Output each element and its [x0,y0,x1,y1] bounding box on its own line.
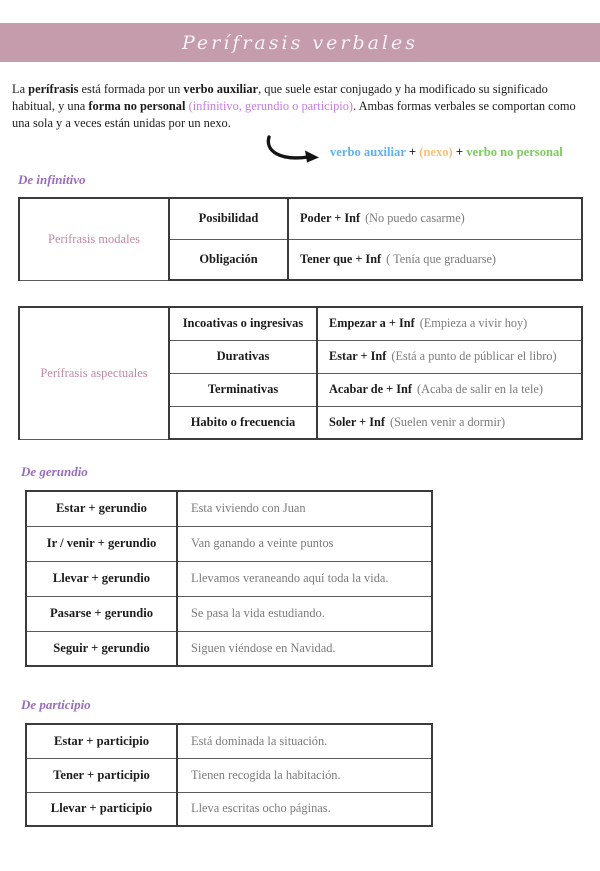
curved-arrow-icon [266,135,319,163]
modales-example-cell: Tener que + Inf ( Tenía que graduarse) [287,238,583,281]
intro-text: está formada por un [78,82,184,96]
example-sentence: (Acaba de salir en la tele) [416,382,543,396]
example-sentence: Siguen viéndose en Navidad. [176,630,433,667]
intro-text: , que suele estar conjugado y ha modific… [12,82,548,113]
table-row: Perífrasis modales Posibilidad Poder + I… [18,197,583,281]
verb-pattern: Estar + participio [25,723,178,759]
aspectuales-category: Terminativas [168,372,318,407]
aspectuales-example-cell: Acabar de + Inf (Acaba de salir en la tel… [316,372,583,407]
verb-pattern: Poder + Inf [300,211,361,226]
example-sentence: Se pasa la vida estudiando. [176,595,433,632]
example-sentence: (Empieza a vivir hoy) [419,316,528,331]
verb-pattern: Ir / venir + gerundio [25,525,178,562]
verb-pattern: Acabar de + Inf [329,382,412,396]
aspectuales-example-cell: Soler + Inf (Suelen venir a dormir) [316,405,583,440]
aspectuales-category: Incoativas o ingresivas [168,306,318,341]
table-row: Perífrasis aspectuales Incoativas o ingr… [18,306,583,440]
modales-example-cell: Poder + Inf (No puedo casarme) [287,197,583,240]
table-row: Ir / venir + gerundio Van ganando a vein… [25,525,433,562]
formula-plus: + [452,145,467,159]
formula-verbo-no-personal: verbo no personal [466,145,563,159]
table-row: Llevar + gerundio Llevamos veraneando aq… [25,560,433,597]
example-sentence: Está dominada la situación. [176,723,433,759]
page-title: Perífrasis verbales [181,31,418,54]
table-row: Obligación Tener que + Inf ( Tenía que gr… [19,238,583,281]
verb-pattern: Estar + Inf [329,349,387,363]
table-row: Estar + participio Está dominada la situ… [25,723,433,759]
verb-pattern: Pasarse + gerundio [25,595,178,632]
aspectuales-example-cell: Estar + Inf (Está a punto de públicar el … [316,339,583,374]
verb-pattern: Tener + participio [25,757,178,793]
participio-table: Estar + participio Está dominada la situ… [25,723,433,827]
verb-pattern: Llevar + gerundio [25,560,178,597]
modales-category: Obligación [168,238,289,281]
intro-paragraph: La perífrasis está formada por un verbo … [12,81,588,132]
modales-table: Perífrasis modales Posibilidad Poder + I… [18,197,583,281]
aspectuales-table: Perífrasis aspectuales Incoativas o ingr… [18,306,583,440]
notes-page: { "banner": { "title": "Perífrasis verba… [0,23,600,871]
example-sentence: (Está a punto de públicar el libro) [391,349,557,363]
intro-text: . Ambas formas verbales se comportan com… [12,99,576,130]
verb-pattern: Soler + Inf [329,414,385,429]
example-sentence: ( Tenía que graduarse) [386,251,497,266]
intro-bold-perifrasis: perífrasis [28,82,79,96]
verb-pattern: Llevar + participio [25,791,178,827]
intro-bold-verbo-auxiliar: verbo auxiliar [183,82,259,96]
example-sentence: (No puedo casarme) [365,211,465,226]
aspectuales-group-label: Perífrasis aspectuales [18,306,170,440]
formula-verbo-auxiliar: verbo auxiliar [330,145,406,159]
section-heading-participio: De participio [21,697,91,712]
example-sentence: Esta viviendo con Juan [176,490,433,527]
formula-plus: + [405,145,420,159]
table-row: Habito o frecuencia Soler + Inf (Suelen v… [19,405,583,440]
intro-bold-forma-no-personal: forma no personal [88,99,186,113]
modales-category: Posibilidad [168,197,289,240]
formula-row: verbo auxiliar + (nexo) + verbo no perso… [262,134,600,168]
title-banner: Perífrasis verbales [0,23,600,62]
aspectuales-example-cell: Empezar a + Inf (Empieza a vivir hoy) [316,306,583,341]
verb-pattern: Estar + gerundio [25,490,178,527]
table-row: Tener + participio Tienen recogida la ha… [25,757,433,793]
table-row: Seguir + gerundio Siguen viéndose en Nav… [25,630,433,667]
gerundio-table: Estar + gerundio Esta viviendo con Juan … [25,490,433,667]
example-sentence: Llevamos veraneando aquí toda la vida. [176,560,433,597]
verb-pattern: Tener que + Inf [300,251,382,266]
intro-text: La [12,82,29,96]
aspectuales-category: Habito o frecuencia [168,405,318,440]
formula-text: verbo auxiliar + (nexo) + verbo no perso… [330,145,563,160]
example-sentence: Lleva escritas ocho páginas. [176,791,433,827]
verb-pattern: Empezar a + Inf [329,316,415,331]
formula-nexo: (nexo) [419,145,453,159]
table-row: Estar + gerundio Esta viviendo con Juan [25,490,433,527]
example-sentence: (Suelen venir a dormir) [389,414,506,429]
verb-pattern: Seguir + gerundio [25,630,178,667]
section-heading-gerundio: De gerundio [21,464,88,479]
example-sentence: Tienen recogida la habitación. [176,757,433,793]
intro-purple-parenthetical: (infinitivo, gerundio o participio) [188,99,354,113]
table-row: Llevar + participio Lleva escritas ocho … [25,791,433,827]
table-row: Pasarse + gerundio Se pasa la vida estud… [25,595,433,632]
table-row: Durativas Estar + Inf (Está a punto de pú… [19,339,583,374]
section-heading-infinitivo: De infinitivo [18,172,86,187]
example-sentence: Van ganando a veinte puntos [176,525,433,562]
aspectuales-category: Durativas [168,339,318,374]
modales-group-label: Perífrasis modales [18,197,170,281]
